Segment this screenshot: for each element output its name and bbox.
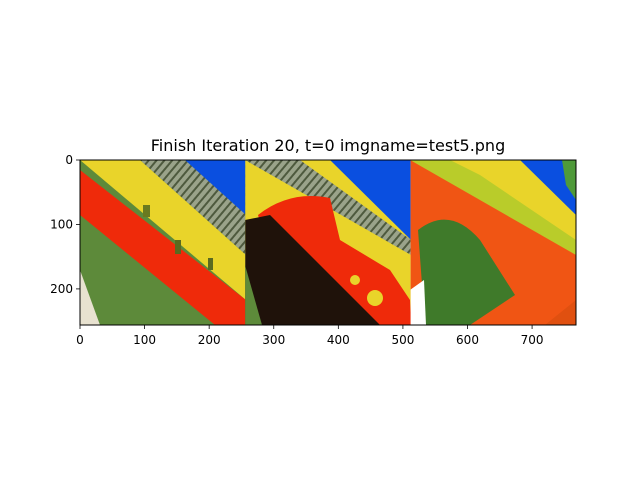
y-tick-label: 0 [65, 153, 73, 167]
image-panel-2 [245, 160, 411, 325]
x-tick-label: 500 [391, 333, 414, 347]
image-panel-1 [80, 160, 246, 325]
x-tick-label: 600 [456, 333, 479, 347]
x-tick-label: 400 [327, 333, 350, 347]
chart-title: Finish Iteration 20, t=0 imgname=test5.p… [151, 136, 505, 155]
y-axis: 0 100 200 [50, 153, 80, 296]
plot-frame [79, 159, 577, 326]
x-tick-label: 300 [262, 333, 285, 347]
x-axis: 0 100 200 300 400 500 600 700 [76, 325, 544, 347]
image-panel-3 [410, 160, 576, 325]
x-tick-label: 100 [133, 333, 156, 347]
x-tick-label: 200 [198, 333, 221, 347]
x-tick-label: 0 [76, 333, 84, 347]
y-tick-label: 200 [50, 282, 73, 296]
y-tick-label: 100 [50, 217, 73, 231]
x-tick-label: 700 [521, 333, 544, 347]
